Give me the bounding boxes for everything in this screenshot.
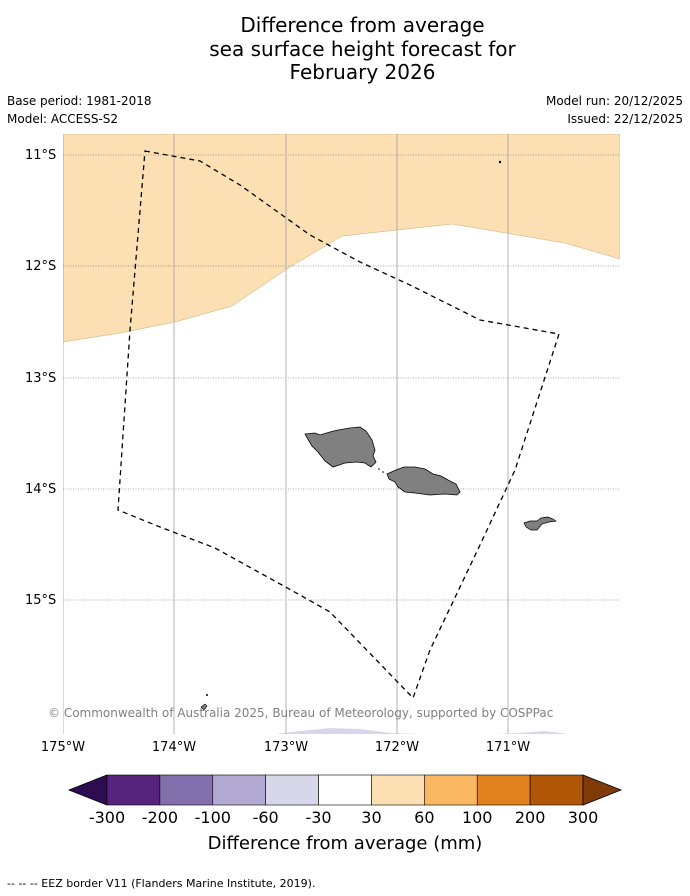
colorbar-segment (212, 774, 266, 806)
small-islet-dot (206, 694, 208, 696)
colorbar-segment (265, 774, 319, 806)
lon-label-174w: 174°W (151, 740, 197, 755)
tutuila-island (523, 516, 557, 531)
base-period-text: Base period: 1981-2018 (7, 94, 152, 108)
lat-label-13s: 13°S (25, 371, 57, 386)
colorbar-label: Difference from average (mm) (207, 833, 483, 854)
colorbar (67, 774, 623, 806)
colorbar-tick-label: -60 (252, 808, 279, 827)
eez-legend-text: -- -- -- EEZ border V11 (Flanders Marine… (7, 877, 316, 890)
model-text: Model: ACCESS-S2 (7, 112, 119, 126)
anomaly-region-30-60 (63, 134, 620, 343)
colorbar-segment (371, 774, 425, 806)
anomaly-contour-low (276, 728, 568, 734)
lon-label-173w: 173°W (263, 740, 309, 755)
lon-label-171w: 171°W (485, 740, 531, 755)
lon-label-175w: 175°W (40, 740, 86, 755)
colorbar-tick-label: -200 (141, 808, 179, 827)
lon-label-172w: 172°W (374, 740, 420, 755)
upolu-island (386, 466, 461, 496)
colorbar-segment (529, 774, 584, 806)
title-line-2: sea surface height forecast for (209, 36, 516, 61)
colorbar-segment (424, 774, 478, 806)
lat-label-15s: 15°S (25, 593, 57, 608)
savaii-island (304, 426, 377, 468)
colorbar-tick-label: -100 (194, 808, 231, 827)
colorbar-segment (476, 774, 531, 806)
copyright-text: © Commonwealth of Australia 2025, Bureau… (48, 706, 554, 720)
lat-label-14s: 14°S (25, 482, 57, 497)
small-islet-south (200, 703, 208, 711)
colorbar-tick-label: 300 (567, 808, 599, 827)
colorbar-tick-label: 60 (414, 808, 435, 827)
lat-label-11s: 11°S (25, 148, 57, 163)
colorbar-tick-label: -30 (305, 808, 332, 827)
lat-label-12s: 12°S (25, 259, 57, 274)
colorbar-segment (159, 774, 214, 806)
map-title: Difference from average sea surface heig… (0, 13, 690, 85)
map-area (63, 134, 620, 734)
issued-text: Issued: 22/12/2025 (567, 112, 683, 126)
colorbar-extension-high (582, 774, 623, 806)
colorbar-segment (318, 774, 372, 806)
colorbar-tick-label: 30 (361, 808, 382, 827)
small-islet (498, 160, 502, 164)
model-run-text: Model run: 20/12/2025 (545, 94, 683, 108)
colorbar-extension-low (67, 774, 108, 806)
colorbar-tick-label: 100 (461, 808, 493, 827)
eez-border (117, 150, 560, 700)
colorbar-tick-label: 200 (514, 808, 546, 827)
title-line-3: February 2026 (289, 60, 436, 84)
title-line-1: Difference from average (240, 13, 485, 37)
colorbar-segment (106, 774, 161, 806)
meridians (63, 134, 509, 734)
gridlines (63, 154, 620, 601)
colorbar-tick-label: -300 (88, 808, 126, 827)
